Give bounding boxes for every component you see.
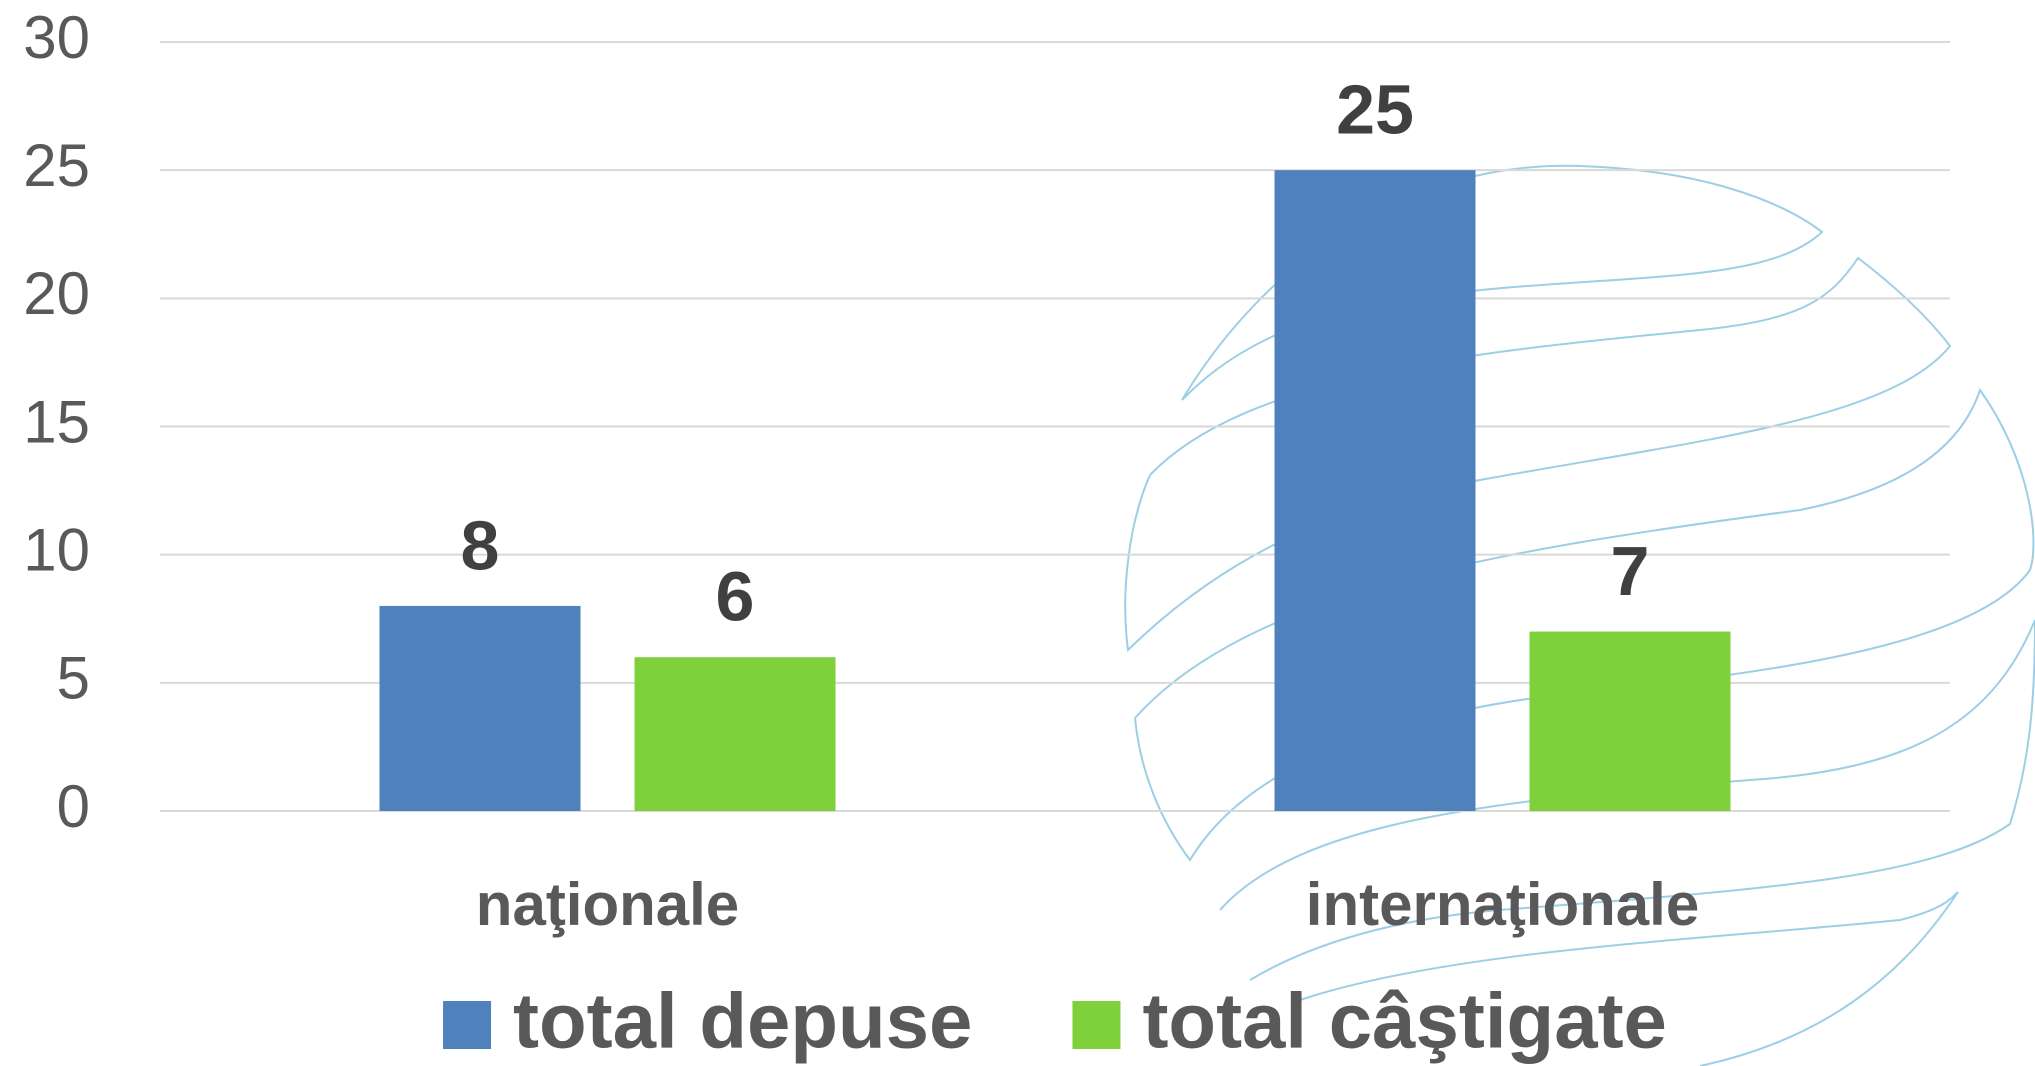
- y-tick-label: 5: [57, 645, 90, 712]
- y-tick-label: 15: [23, 388, 90, 455]
- y-tick-label: 30: [23, 4, 90, 71]
- x-tick-label: internaţionale: [1306, 871, 1699, 938]
- bar: [635, 657, 836, 811]
- data-label: 25: [1336, 71, 1414, 149]
- bar: [1530, 632, 1731, 811]
- decoration: [1125, 258, 1950, 650]
- legend-swatch: [443, 1001, 491, 1049]
- x-tick-label: naţionale: [476, 871, 739, 938]
- bar: [1275, 170, 1476, 811]
- y-tick-label: 10: [23, 517, 90, 584]
- data-label: 6: [716, 558, 755, 636]
- y-tick-label: 0: [57, 773, 90, 840]
- data-label: 7: [1611, 532, 1650, 610]
- y-tick-label: 25: [23, 132, 90, 199]
- y-tick-label: 20: [23, 260, 90, 327]
- legend-swatch: [1072, 1001, 1120, 1049]
- legend-label: total depuse: [513, 977, 972, 1065]
- chart: 0 5 10 15 20 25 30 naţionale 8 6 internaţionale 25 7…: [0, 0, 2035, 1066]
- data-label: 8: [461, 506, 500, 584]
- bar: [380, 606, 581, 811]
- legend-label: total câştigate: [1142, 977, 1666, 1065]
